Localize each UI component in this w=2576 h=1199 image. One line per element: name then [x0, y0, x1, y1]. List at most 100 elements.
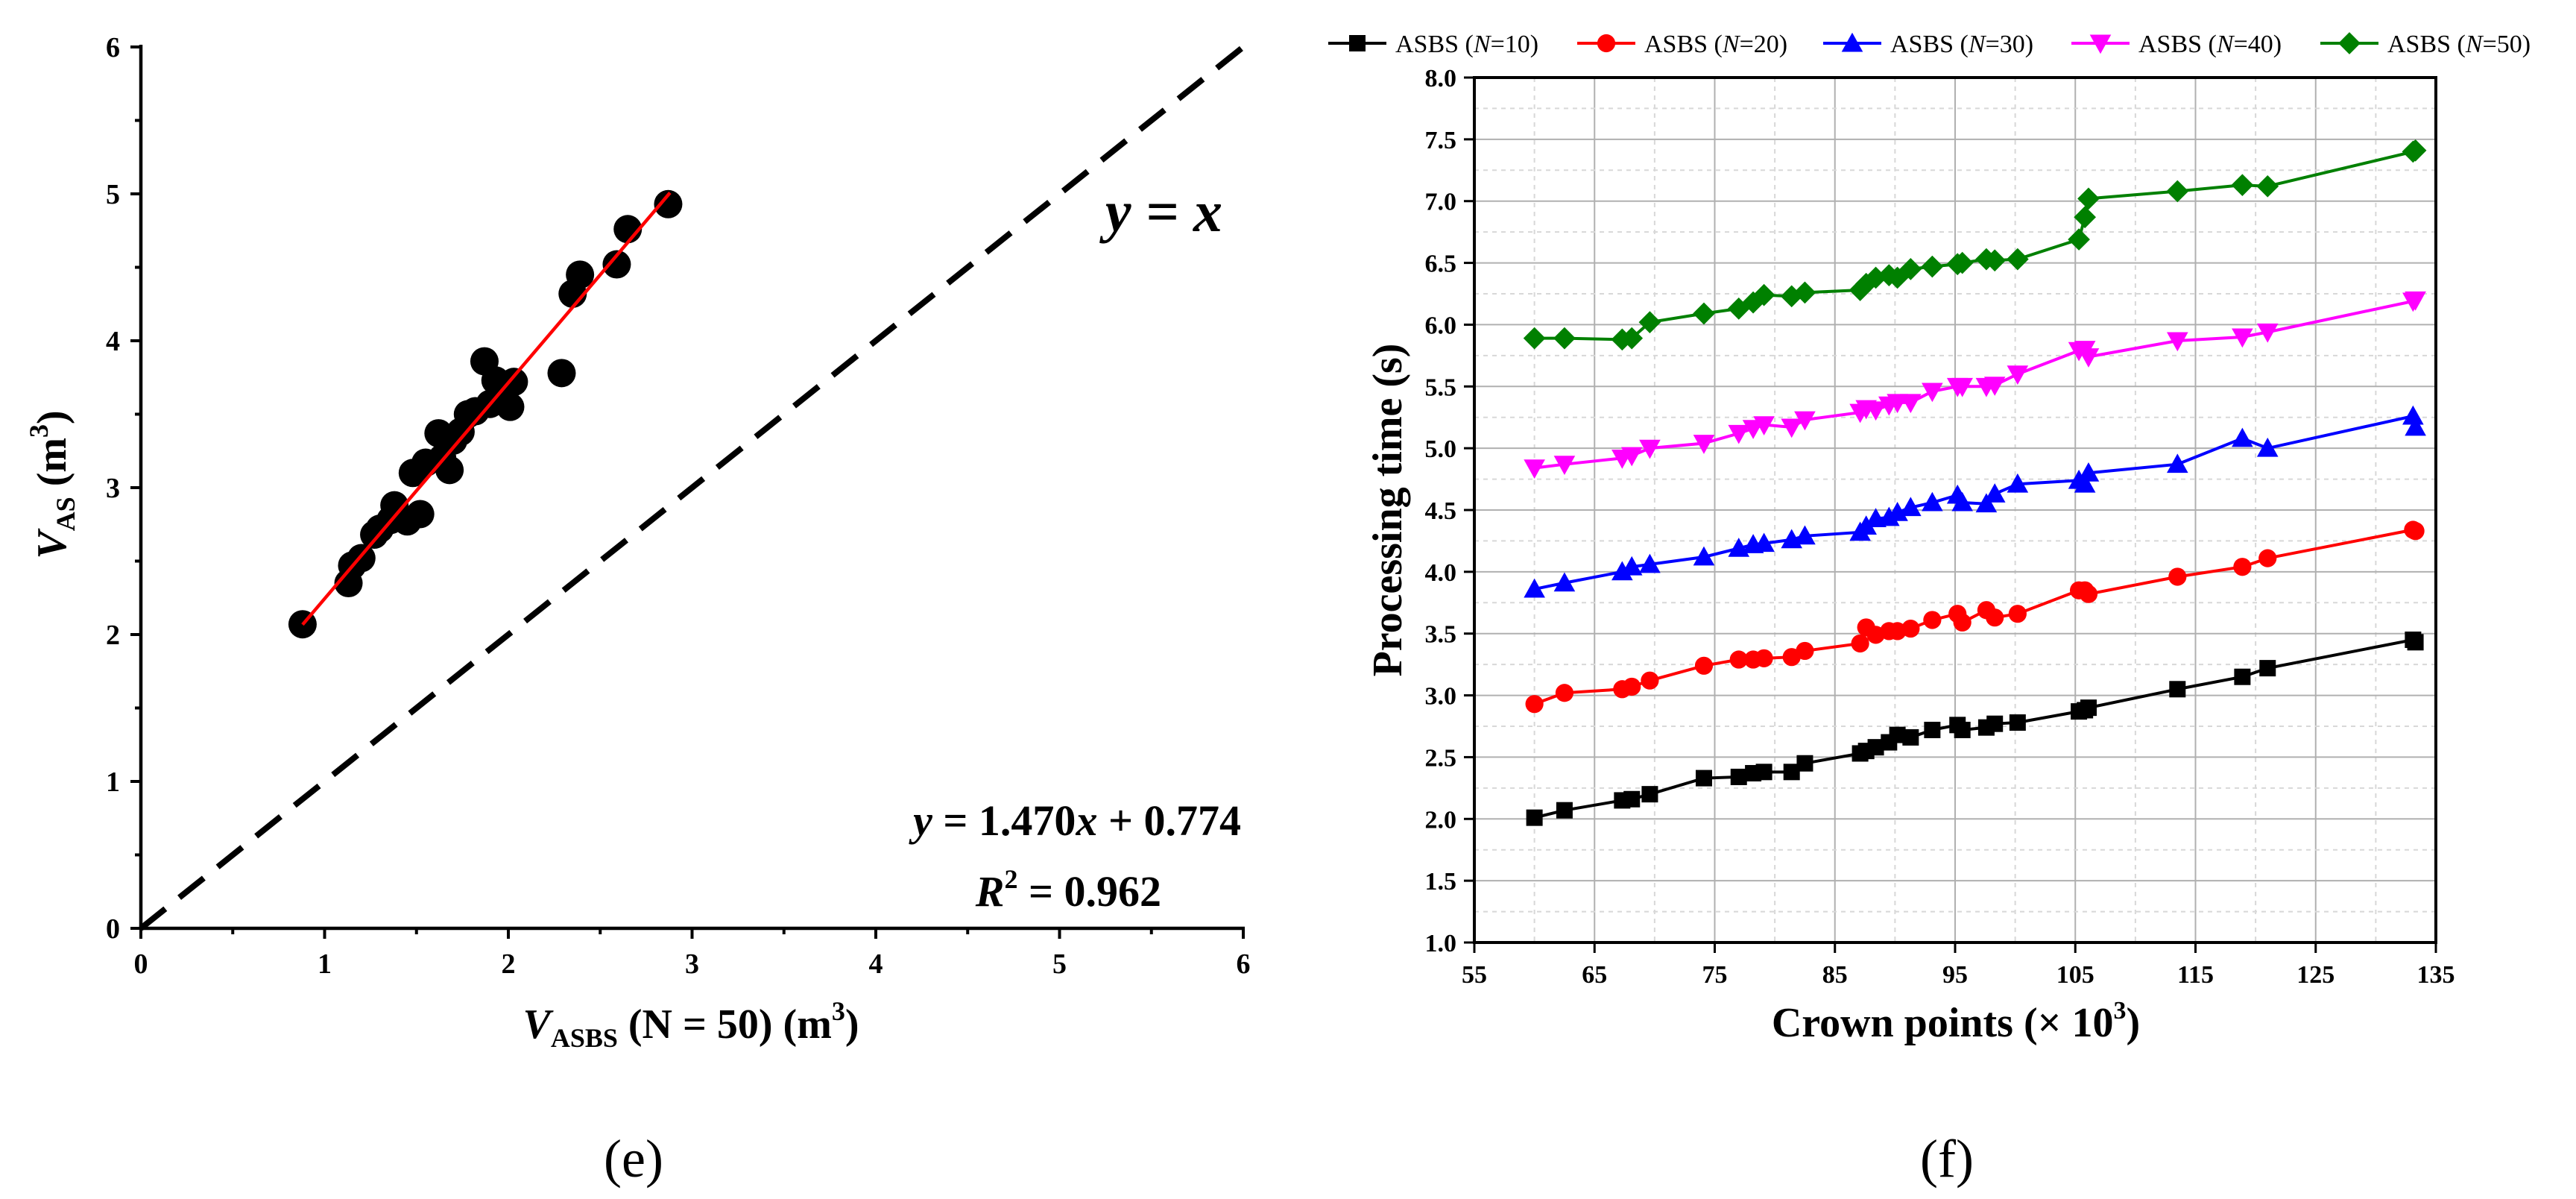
series-line [1534, 414, 2417, 591]
series-point [1951, 251, 1974, 274]
y-tick-label: 2 [106, 620, 120, 651]
y-tick-label: 4.5 [1425, 497, 1457, 525]
series-point [2077, 348, 2100, 368]
series-point [1983, 377, 2006, 396]
y-tick-label: 5 [106, 179, 120, 210]
series-point [1755, 764, 1772, 781]
series-point [1753, 416, 1775, 435]
y-tick-label: 0 [106, 913, 120, 945]
series-point [1553, 327, 1576, 350]
x-tick-label: 95 [1942, 961, 1968, 989]
series-point [1728, 424, 1750, 444]
legend-marker [2089, 34, 2112, 54]
y-tick-label: 7.0 [1425, 189, 1457, 216]
panel-f-caption: (f) [1920, 1129, 1974, 1189]
x-tick-label: 2 [502, 948, 516, 980]
y-tick-label: 8.0 [1425, 65, 1457, 92]
series-point [2234, 668, 2251, 685]
y-tick-label: 4.0 [1425, 559, 1457, 587]
y-tick-label: 2.5 [1425, 744, 1457, 772]
panel-f-legend: ASBS (N=10) ASBS (N=20) ASBS (N=30) ASBS (N… [1328, 31, 2531, 58]
series-point [2407, 634, 2424, 651]
series-3 [1524, 405, 2426, 598]
identity-line-label: y = x [1099, 179, 1222, 244]
y-tick-label: 3.0 [1425, 683, 1457, 711]
series-point [1796, 755, 1813, 772]
series-point [1921, 255, 1944, 278]
scatter-point [499, 368, 528, 397]
y-tick-label: 2.0 [1425, 806, 1457, 834]
series-point [1639, 553, 1661, 573]
x-tick-label: 1 [318, 948, 332, 980]
series-point [1902, 728, 1919, 746]
series-point [1623, 790, 1641, 808]
series-point [1611, 561, 1633, 581]
series-point [1641, 786, 1658, 803]
series-1 [1526, 632, 2424, 826]
series-point [2404, 139, 2427, 162]
series-point [1752, 283, 1775, 306]
y-tick-label: 3 [106, 473, 120, 504]
legend-label: ASBS (N=10) [1395, 31, 1538, 58]
series-point [1878, 506, 1900, 526]
y-tick-label: 6.5 [1425, 251, 1457, 278]
series-point [1780, 285, 1803, 308]
series-point [1986, 715, 2004, 732]
scatter-point [496, 392, 525, 421]
series-2 [1525, 520, 2425, 714]
series-point [1753, 532, 1775, 553]
scatter-point [435, 456, 464, 485]
series-point [2007, 248, 2029, 271]
series-point [2007, 473, 2029, 493]
regression-fit-line [301, 192, 672, 626]
series-point [1953, 613, 1972, 632]
r-squared: R2 = 0.962 [975, 864, 1161, 916]
series-point [1523, 327, 1546, 350]
panel-f-series [1523, 139, 2427, 826]
series-point [1864, 266, 1887, 289]
series-point [2232, 427, 2253, 447]
panel-f-y-axis-title: Processing time (s) [1365, 344, 1411, 677]
series-point [1867, 739, 1884, 756]
series-point [2077, 462, 2100, 482]
series-point [1783, 764, 1800, 781]
y-tick-label: 5.0 [1425, 435, 1457, 463]
x-tick-label: 5 [1052, 948, 1067, 980]
series-point [1620, 556, 1643, 576]
y-tick-label: 1 [106, 767, 120, 798]
legend-marker [1349, 35, 1366, 51]
series-point [2009, 714, 2026, 731]
series-point [2167, 332, 2188, 352]
series-point [2168, 567, 2187, 586]
series-point [1555, 684, 1574, 702]
series-line [1534, 638, 2417, 819]
x-tick-label: 85 [1822, 961, 1848, 989]
y-tick-label: 4 [106, 326, 120, 357]
series-point [1793, 281, 1816, 304]
series-point [1525, 695, 1544, 714]
x-tick-label: 125 [2296, 961, 2334, 989]
series-4 [1524, 291, 2426, 479]
identity-reference-line [139, 44, 1246, 931]
series-point [2079, 585, 2098, 603]
x-tick-label: 65 [1582, 961, 1607, 989]
series-point [1694, 656, 1714, 675]
scatter-point [566, 260, 595, 289]
series-point [1922, 491, 1943, 512]
panel-f-tick-labels: 55 65 75 85 95 105 115 125 135 1.0 1.5 2.0 2.5 3.0 3.5… [1425, 65, 2455, 989]
series-point [2068, 228, 2090, 251]
series-point [1556, 802, 1573, 819]
series-point [1796, 641, 1814, 661]
series-point [1794, 411, 1816, 431]
series-point [1730, 768, 1747, 785]
series-point [2406, 522, 2425, 541]
series-point [1695, 770, 1712, 787]
series-point [1794, 525, 1816, 545]
series-point [2256, 323, 2279, 343]
series-line [1533, 528, 2416, 706]
series-point [1781, 418, 1802, 438]
legend-marker [2338, 32, 2361, 54]
series-point [1524, 578, 1545, 598]
series-point [2258, 549, 2277, 567]
